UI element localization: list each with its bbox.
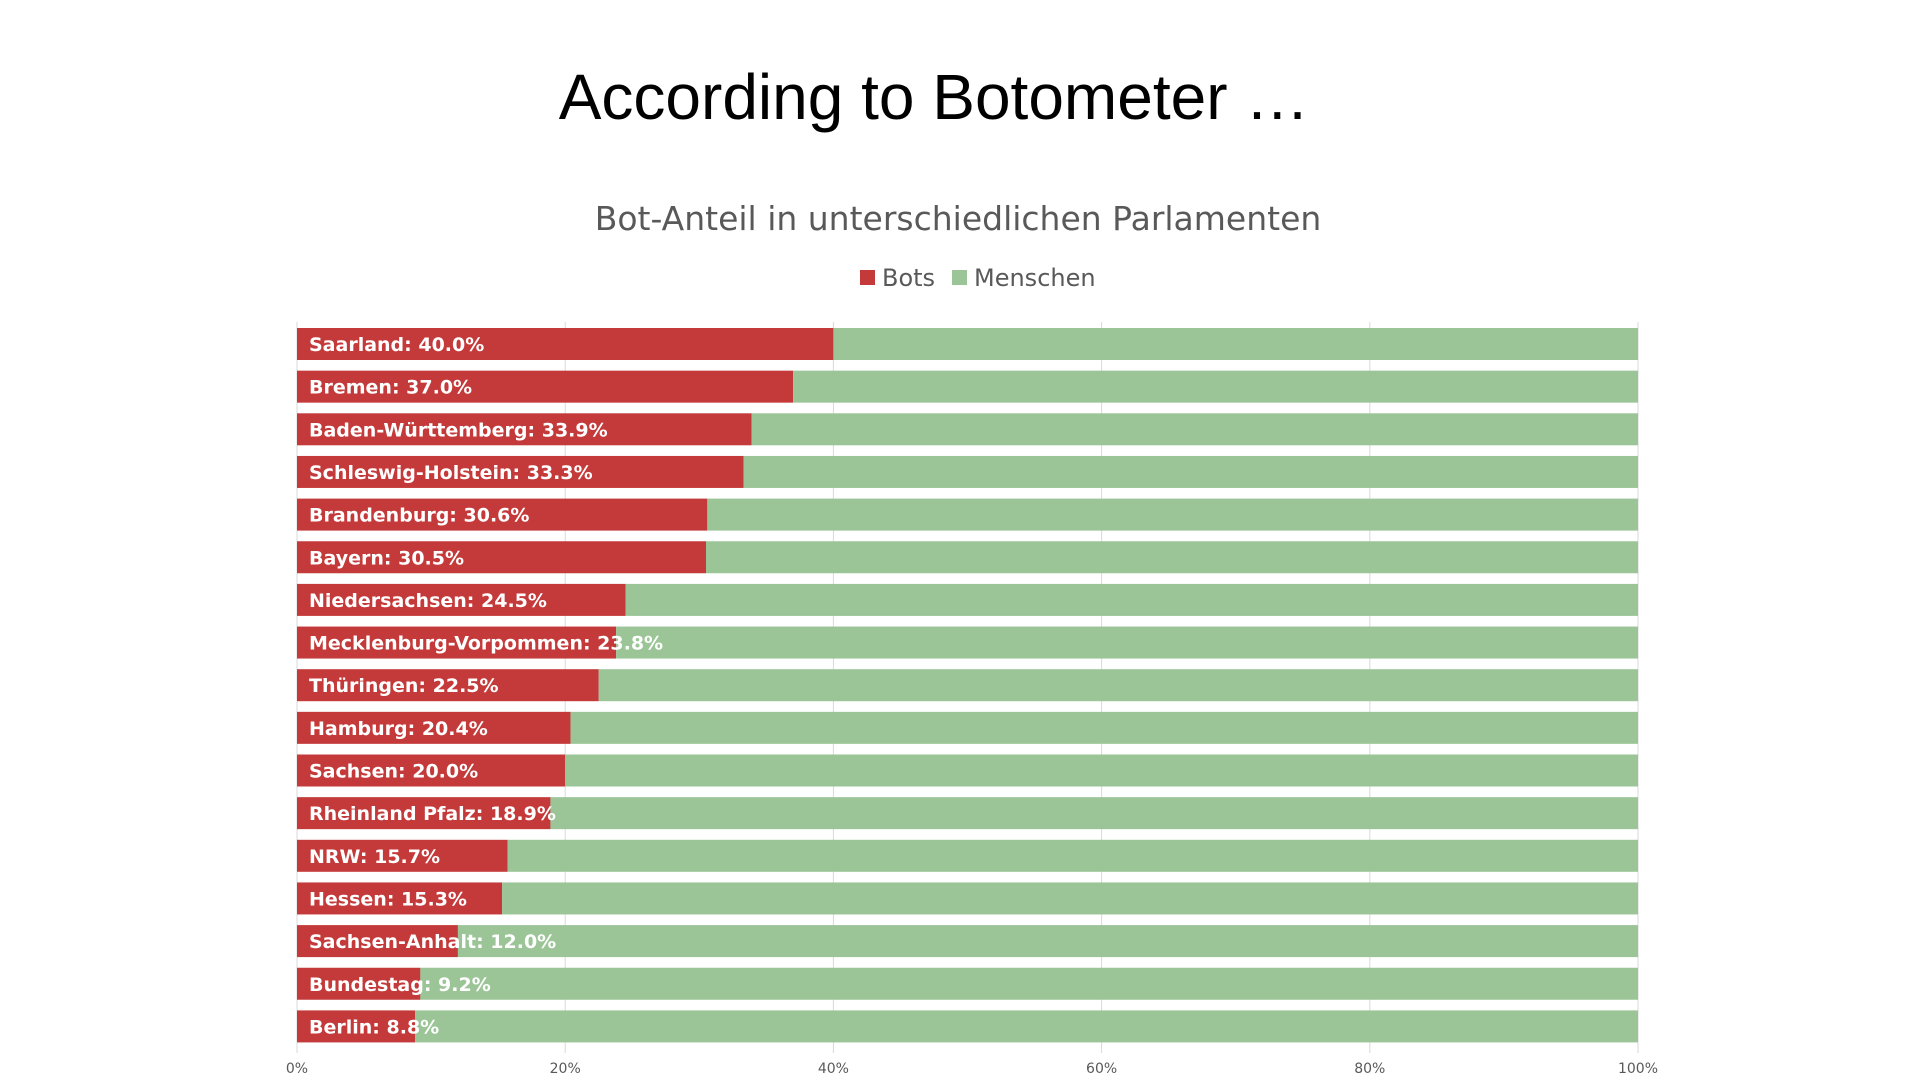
bar-menschen — [707, 498, 1638, 531]
x-tick-label: 40% — [818, 1061, 849, 1077]
data-label: Rheinland Pfalz: 18.9% — [309, 803, 556, 825]
bar-bots — [297, 967, 421, 1000]
data-label: Bundestag: 9.2% — [309, 974, 491, 996]
x-tick-label: 60% — [1086, 1061, 1117, 1077]
bar-labels: Saarland: 40.0% Bremen: 37.0% Baden-Württe… — [309, 334, 663, 1038]
data-label: Bremen: 37.0% — [309, 377, 472, 399]
bar-bots — [297, 839, 508, 872]
legend-swatch-bots — [860, 270, 875, 285]
bar-bots — [297, 328, 834, 360]
data-label: Brandenburg: 30.6% — [309, 505, 529, 527]
chart-title: Bot-Anteil in unterschiedlichen Parlamen… — [595, 199, 1322, 238]
bar-bots — [297, 925, 458, 958]
bar-bots — [297, 541, 707, 574]
bar-menschen — [743, 455, 1638, 488]
bar-menschen — [598, 669, 1638, 702]
legend-label-bots: Bots — [882, 264, 935, 292]
bar-menschen — [457, 925, 1638, 958]
data-label: Niedersachsen: 24.5% — [309, 590, 547, 612]
bar-bots — [297, 583, 626, 616]
slide-title: According to Botometer … — [558, 61, 1310, 133]
data-label: Schleswig-Holstein: 33.3% — [309, 462, 593, 484]
bar-menschen — [565, 754, 1639, 787]
bar-menschen — [507, 839, 1638, 872]
bar-bots — [297, 797, 551, 830]
bar-bots — [297, 413, 752, 446]
data-label: Thüringen: 22.5% — [309, 675, 499, 697]
bar-menschen — [415, 1010, 1638, 1043]
bar-menschen — [706, 541, 1638, 574]
bar-bots — [297, 754, 566, 787]
data-label: Bayern: 30.5% — [309, 547, 464, 569]
data-label: NRW: 15.7% — [309, 846, 440, 868]
bar-menschen — [833, 328, 1638, 360]
bar-menschen — [420, 967, 1638, 1000]
bar-bots — [297, 626, 617, 659]
bar-bots — [297, 711, 571, 744]
data-label: Sachsen: 20.0% — [309, 761, 478, 783]
legend-label-menschen: Menschen — [974, 264, 1096, 292]
x-tick-label: 80% — [1354, 1061, 1385, 1077]
bar-bots — [297, 669, 599, 702]
data-label: Mecklenburg-Vorpommen: 23.8% — [309, 633, 663, 655]
data-label: Saarland: 40.0% — [309, 334, 484, 356]
x-tick-label: 20% — [550, 1061, 581, 1077]
data-label: Berlin: 8.8% — [309, 1016, 439, 1038]
bar-menschen — [625, 583, 1638, 616]
bar-bots — [297, 455, 744, 488]
bar-menschen — [751, 413, 1638, 446]
legend: Bots Menschen — [860, 264, 1096, 292]
x-tick-label: 100% — [1618, 1061, 1658, 1077]
legend-swatch-menschen — [952, 270, 967, 285]
bar-bots — [297, 882, 503, 915]
bar-menschen — [616, 626, 1638, 659]
bar-menschen — [793, 370, 1638, 403]
bar-bots — [297, 498, 708, 531]
bar-menschen — [502, 882, 1639, 915]
bar-bots — [297, 1010, 416, 1043]
x-axis: 0% 20% 40% 60% 80% 100% — [286, 1061, 1658, 1077]
data-label: Hessen: 15.3% — [309, 888, 467, 910]
x-tick-label: 0% — [286, 1061, 308, 1077]
bars — [297, 328, 1639, 1043]
bar-bots — [297, 370, 794, 403]
bar-menschen — [550, 797, 1638, 830]
data-label: Sachsen-Anhalt: 12.0% — [309, 931, 556, 953]
data-label: Hamburg: 20.4% — [309, 718, 488, 740]
bar-menschen — [570, 711, 1639, 744]
data-label: Baden-Württemberg: 33.9% — [309, 419, 608, 441]
